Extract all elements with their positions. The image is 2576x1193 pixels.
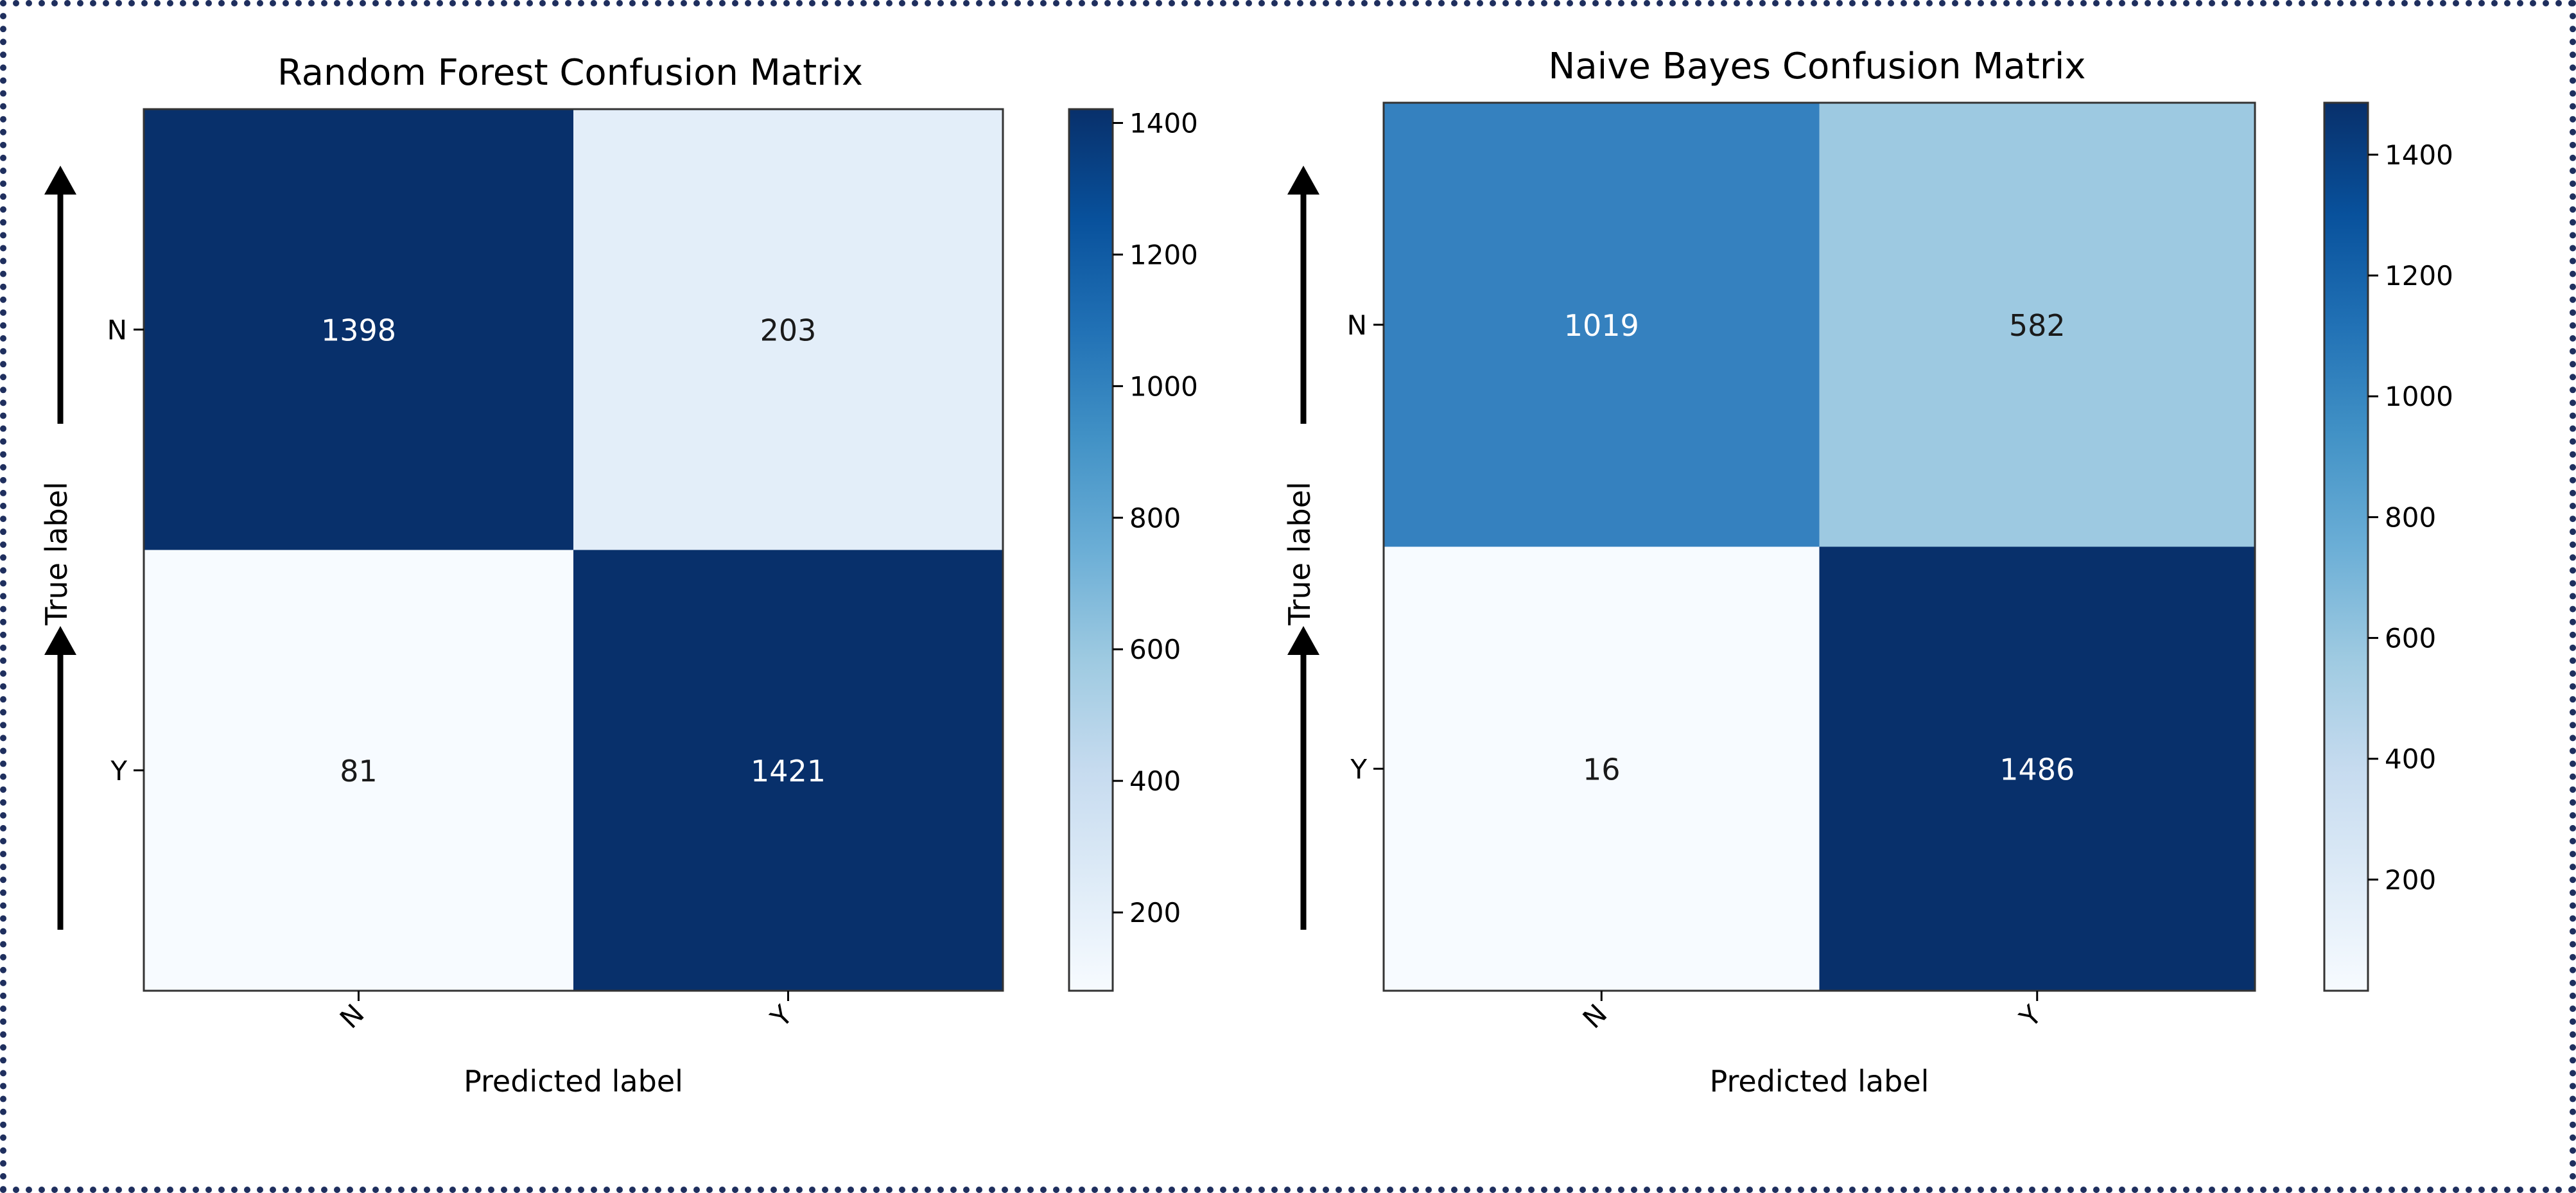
- chart2-xtick-label-N: N: [1577, 998, 1614, 1034]
- chart1-xlabel: Predicted label: [464, 1064, 683, 1099]
- chart1-colorbar: [1068, 108, 1114, 992]
- chart2-title: Naive Bayes Confusion Matrix: [1548, 46, 2085, 87]
- chart1-value-Y-N: 81: [340, 754, 378, 788]
- chart2-value-N-N: 1019: [1564, 308, 1639, 343]
- chart2-colorbar: [2323, 101, 2369, 992]
- chart1-title: Random Forest Confusion Matrix: [277, 52, 863, 94]
- chart1-cell-Y-Y: [573, 550, 1003, 991]
- chart2-plot-border: [1382, 101, 2256, 992]
- chart2-xtick-label-Y: Y: [2013, 999, 2048, 1034]
- chart1-arrow-lower: [44, 626, 76, 930]
- chart2-ylabel: True label: [1282, 482, 1317, 626]
- chart2-colorbar-tick-label: 400: [2385, 744, 2436, 775]
- chart2-arrow-lower: [1287, 626, 1319, 930]
- chart1-colorbar-tick-label: 200: [1129, 897, 1181, 928]
- chart2-arrow-lower-head: [1287, 626, 1319, 655]
- chart2-ytick-label-N: N: [1347, 309, 1367, 341]
- chart2-colorbar-tick-label: 1400: [2385, 139, 2453, 171]
- chart2-colorbar-tick-label: 1200: [2385, 260, 2453, 292]
- chart1-ytick-label-Y: Y: [110, 755, 127, 787]
- chart2-xlabel: Predicted label: [1710, 1064, 1929, 1099]
- chart2-colorbar-tick-label: 200: [2385, 864, 2436, 896]
- chart1-colorbar-tick-label: 1000: [1129, 370, 1198, 402]
- chart1-colorbar-tick-label: 400: [1129, 765, 1181, 797]
- chart2-colorbar-tick-label: 800: [2385, 501, 2436, 533]
- chart1-xtick-label-N: N: [334, 998, 370, 1034]
- chart1-value-N-Y: 203: [760, 313, 817, 347]
- chart1-cell-N-Y: [573, 109, 1003, 550]
- chart2-colorbar-tick-label: 600: [2385, 623, 2436, 654]
- chart1-plot-border: [143, 108, 1004, 992]
- chart2-arrow-upper: [1287, 166, 1319, 424]
- chart1-ytick-label-N: N: [107, 314, 127, 345]
- chart1-cell-Y-N: [144, 550, 573, 991]
- chart1-colorbar-tick-label: 1200: [1129, 239, 1198, 270]
- chart2-cell-N-Y: [1819, 103, 2255, 547]
- chart1-value-N-N: 1398: [321, 313, 396, 347]
- chart1-xtick-label-Y: Y: [764, 999, 799, 1034]
- chart1-ylabel: True label: [39, 482, 74, 626]
- chart2-cell-N-N: [1384, 103, 1820, 547]
- chart1-arrow-upper: [44, 166, 76, 424]
- chart2-ytick-label-Y: Y: [1350, 753, 1367, 785]
- chart1-arrow-lower-head: [44, 626, 76, 655]
- chart2-value-Y-Y: 1486: [1999, 752, 2075, 787]
- chart2-cell-Y-N: [1384, 546, 1820, 991]
- chart1-colorbar-tick-label: 800: [1129, 502, 1181, 534]
- chart1-colorbar-tick-label: 1400: [1129, 108, 1198, 139]
- chart1-colorbar-tick-label: 600: [1129, 634, 1181, 665]
- chart1-arrow-upper-head: [44, 166, 76, 195]
- chart2-colorbar-tick-label: 1000: [2385, 381, 2453, 412]
- chart1-value-Y-Y: 1421: [751, 754, 826, 788]
- chart2-value-N-Y: 582: [2009, 308, 2066, 343]
- chart2-value-Y-N: 16: [1583, 752, 1621, 787]
- chart2-arrow-upper-head: [1287, 166, 1319, 195]
- chart1-cell-N-N: [144, 109, 573, 550]
- chart2-cell-Y-Y: [1819, 546, 2255, 991]
